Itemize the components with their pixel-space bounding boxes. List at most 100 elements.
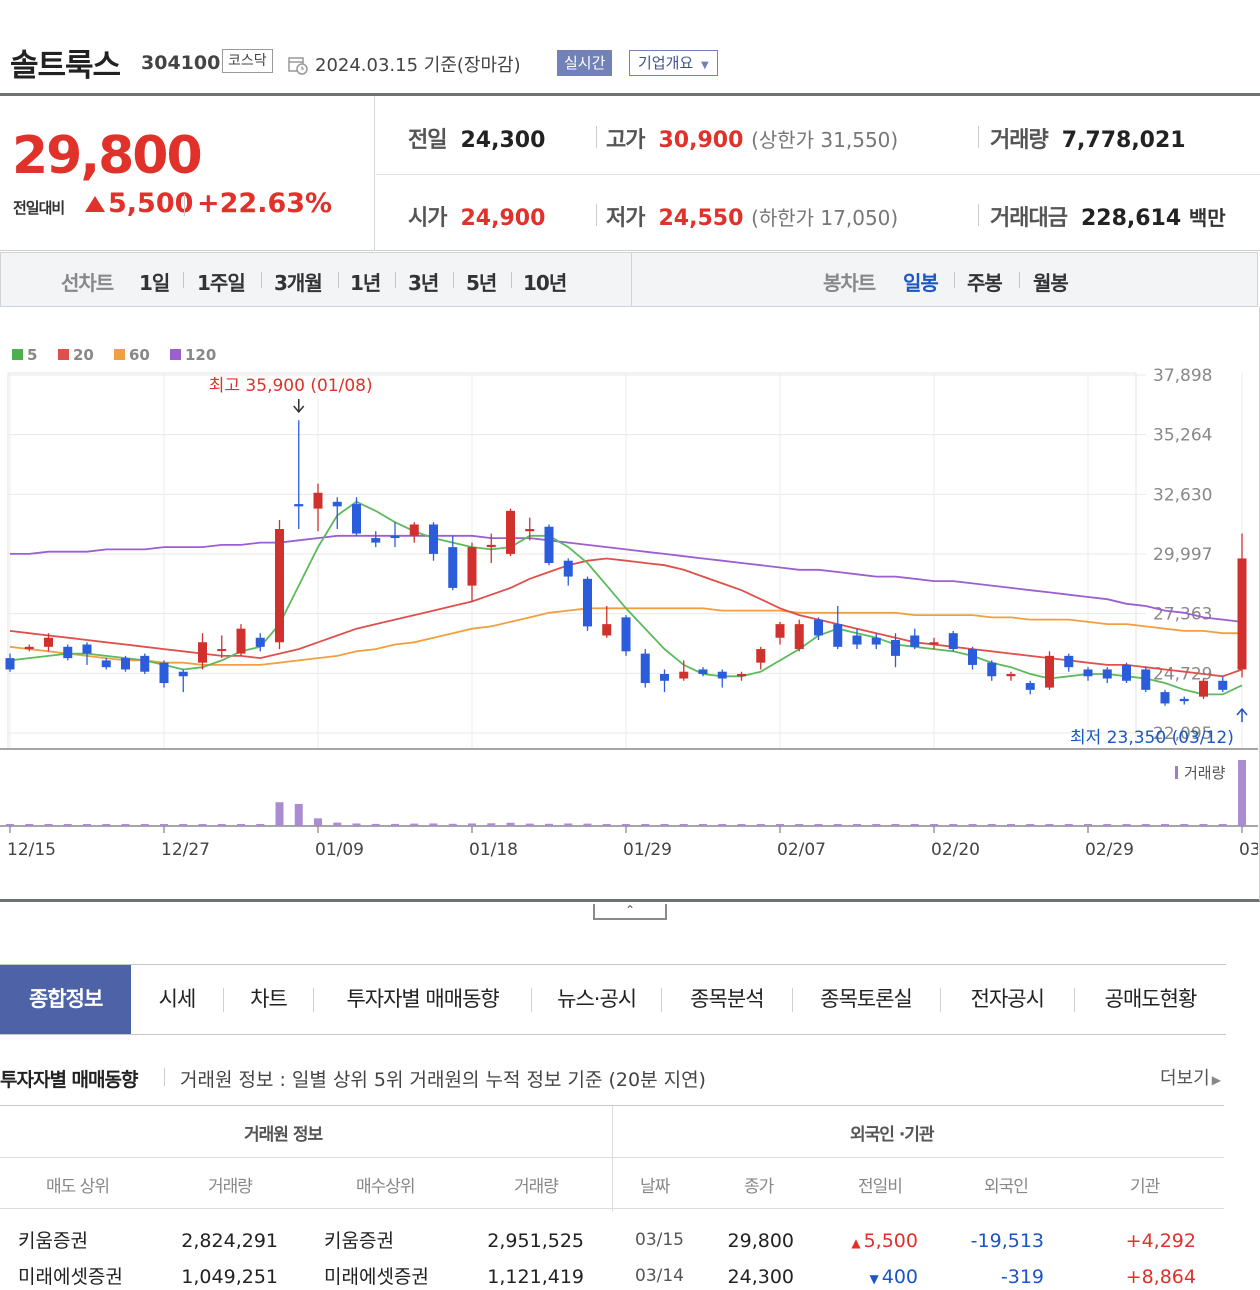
volume-bar [371, 823, 380, 826]
cell-sell-vol: 1,049,251 [181, 1266, 278, 1288]
candle-body [563, 560, 573, 577]
candle-body [486, 544, 496, 548]
candle-body [255, 637, 265, 647]
candle-body [236, 628, 246, 654]
lower-limit: (하한가 17,050) [751, 206, 899, 230]
tab-6[interactable]: 종목분석 [690, 987, 764, 1011]
change-amount: 400 [881, 1266, 918, 1288]
column-header-4: 거래량 [514, 1177, 559, 1197]
column-header-9: 기관 [1130, 1177, 1160, 1197]
x-tick-label: 03/12 [1239, 840, 1258, 860]
volume-bar [930, 824, 938, 826]
cell-close: 29,800 [727, 1230, 794, 1252]
period-monthly[interactable]: 월봉 [1033, 271, 1069, 295]
volume-bar [25, 824, 34, 826]
period-3y[interactable]: 3년 [408, 271, 439, 295]
divider [939, 987, 941, 1012]
more-link[interactable]: 더보기 ▶ [1160, 1064, 1221, 1090]
volume-bar [853, 824, 861, 826]
cell-foreign: -19,513 [970, 1230, 1044, 1252]
divider [1019, 272, 1020, 288]
volume-bar [217, 824, 226, 826]
volume-bar [314, 818, 322, 826]
candle-body [178, 671, 188, 677]
change-value: 5,500 [108, 188, 194, 219]
legend-swatch [12, 349, 23, 360]
candle-body [63, 646, 73, 659]
cell-chg: ▼ 400 [830, 1266, 919, 1288]
column-header-1: 매도 상위 [46, 1177, 110, 1197]
period-1d[interactable]: 1일 [139, 271, 170, 295]
tab-7[interactable]: 종목토론실 [820, 987, 913, 1011]
high-annotation: 최고 35,900 (01/08) [209, 376, 373, 396]
amount-unit: 백만 [1188, 206, 1226, 230]
volume-bar [352, 823, 361, 826]
volume-bar [506, 822, 515, 826]
period-5y[interactable]: 5년 [466, 271, 497, 295]
price-chart: 37,898 35,264 32,630 29,997 27,363 24,729 22,0… [0, 307, 1260, 902]
cell-buy[interactable]: 키움증권 [324, 1230, 394, 1252]
divider [1073, 987, 1075, 1012]
candle-body [332, 501, 342, 507]
cell-buy[interactable]: 미래에셋증권 [324, 1266, 429, 1288]
period-1w[interactable]: 1주일 [197, 271, 246, 295]
tab-1[interactable]: 종합정보 [0, 965, 132, 1034]
chart-period-bar: 선차트 1일 1주일 3개월 1년 3년 5년 10년 봉차트 일봉 주봉 월봉 [0, 252, 1258, 307]
tab-9[interactable]: 공매도현황 [1104, 987, 1198, 1011]
volume-bar [1161, 824, 1169, 826]
prev-close-value: 24,300 [460, 128, 546, 153]
divider [313, 987, 315, 1012]
company-overview-dropdown[interactable]: 기업개요 ▼ [629, 50, 718, 76]
cell-chg: ▲ 5,500 [830, 1230, 918, 1252]
volume-bar [44, 824, 53, 826]
moving-average-ma120 [10, 534, 1243, 623]
candle-chart-label: 봉차트 [823, 271, 876, 295]
tab-2[interactable]: 시세 [158, 987, 197, 1011]
cell-sell[interactable]: 키움증권 [18, 1230, 88, 1252]
period-10y[interactable]: 10년 [523, 271, 567, 295]
period-daily[interactable]: 일봉 [903, 271, 939, 295]
period-3m[interactable]: 3개월 [274, 271, 323, 295]
tab-4[interactable]: 투자자별 매매동향 [346, 987, 499, 1011]
candle-body [987, 662, 997, 677]
legend-swatch [170, 349, 181, 360]
price-box: 29,800 전일대비 5,500 +22.63% [0, 96, 375, 251]
x-tick-label: 02/07 [777, 840, 826, 860]
realtime-button[interactable]: 실시간 [557, 50, 613, 76]
period-1y[interactable]: 1년 [350, 271, 381, 295]
y-tick-label: 29,997 [1153, 545, 1212, 565]
volume-bar [525, 823, 534, 826]
prev-close: 전일 24,300 [408, 122, 545, 154]
company-overview-label: 기업개요 [638, 54, 694, 72]
candle-body [313, 492, 323, 509]
cell-sell[interactable]: 미래에셋증권 [18, 1266, 123, 1288]
volume-bar [391, 823, 399, 826]
high-value: 30,900 [658, 128, 744, 153]
divider [612, 1106, 613, 1212]
candle-body [756, 649, 766, 663]
candle-body [5, 658, 15, 670]
volume-bar [63, 824, 72, 826]
x-tick-label: 01/29 [623, 840, 672, 860]
volume-bar [83, 824, 91, 826]
prev-close-label: 전일 [408, 128, 447, 153]
volume-bar [583, 823, 592, 826]
period-weekly[interactable]: 주봉 [967, 271, 1003, 295]
volume-bar [814, 824, 823, 826]
volume-bar [756, 824, 765, 826]
up-triangle-icon: ▲ [851, 1236, 861, 1250]
volume-bar [622, 824, 630, 826]
candle-body [429, 524, 438, 554]
tab-3[interactable]: 차트 [250, 987, 288, 1011]
tab-5[interactable]: 뉴스·공시 [557, 987, 637, 1011]
volume-label: 거래량 [990, 128, 1049, 153]
collapse-chart-button[interactable]: ⌃ [593, 904, 667, 920]
volume-bar [910, 824, 919, 826]
line-chart-label: 선차트 [61, 271, 114, 295]
open-label: 시가 [408, 206, 447, 231]
volume-bar [660, 824, 669, 826]
divider [338, 272, 339, 288]
x-tick-label: 02/20 [931, 840, 980, 860]
volume-bar [1064, 824, 1073, 826]
tab-8[interactable]: 전자공시 [970, 987, 1045, 1011]
